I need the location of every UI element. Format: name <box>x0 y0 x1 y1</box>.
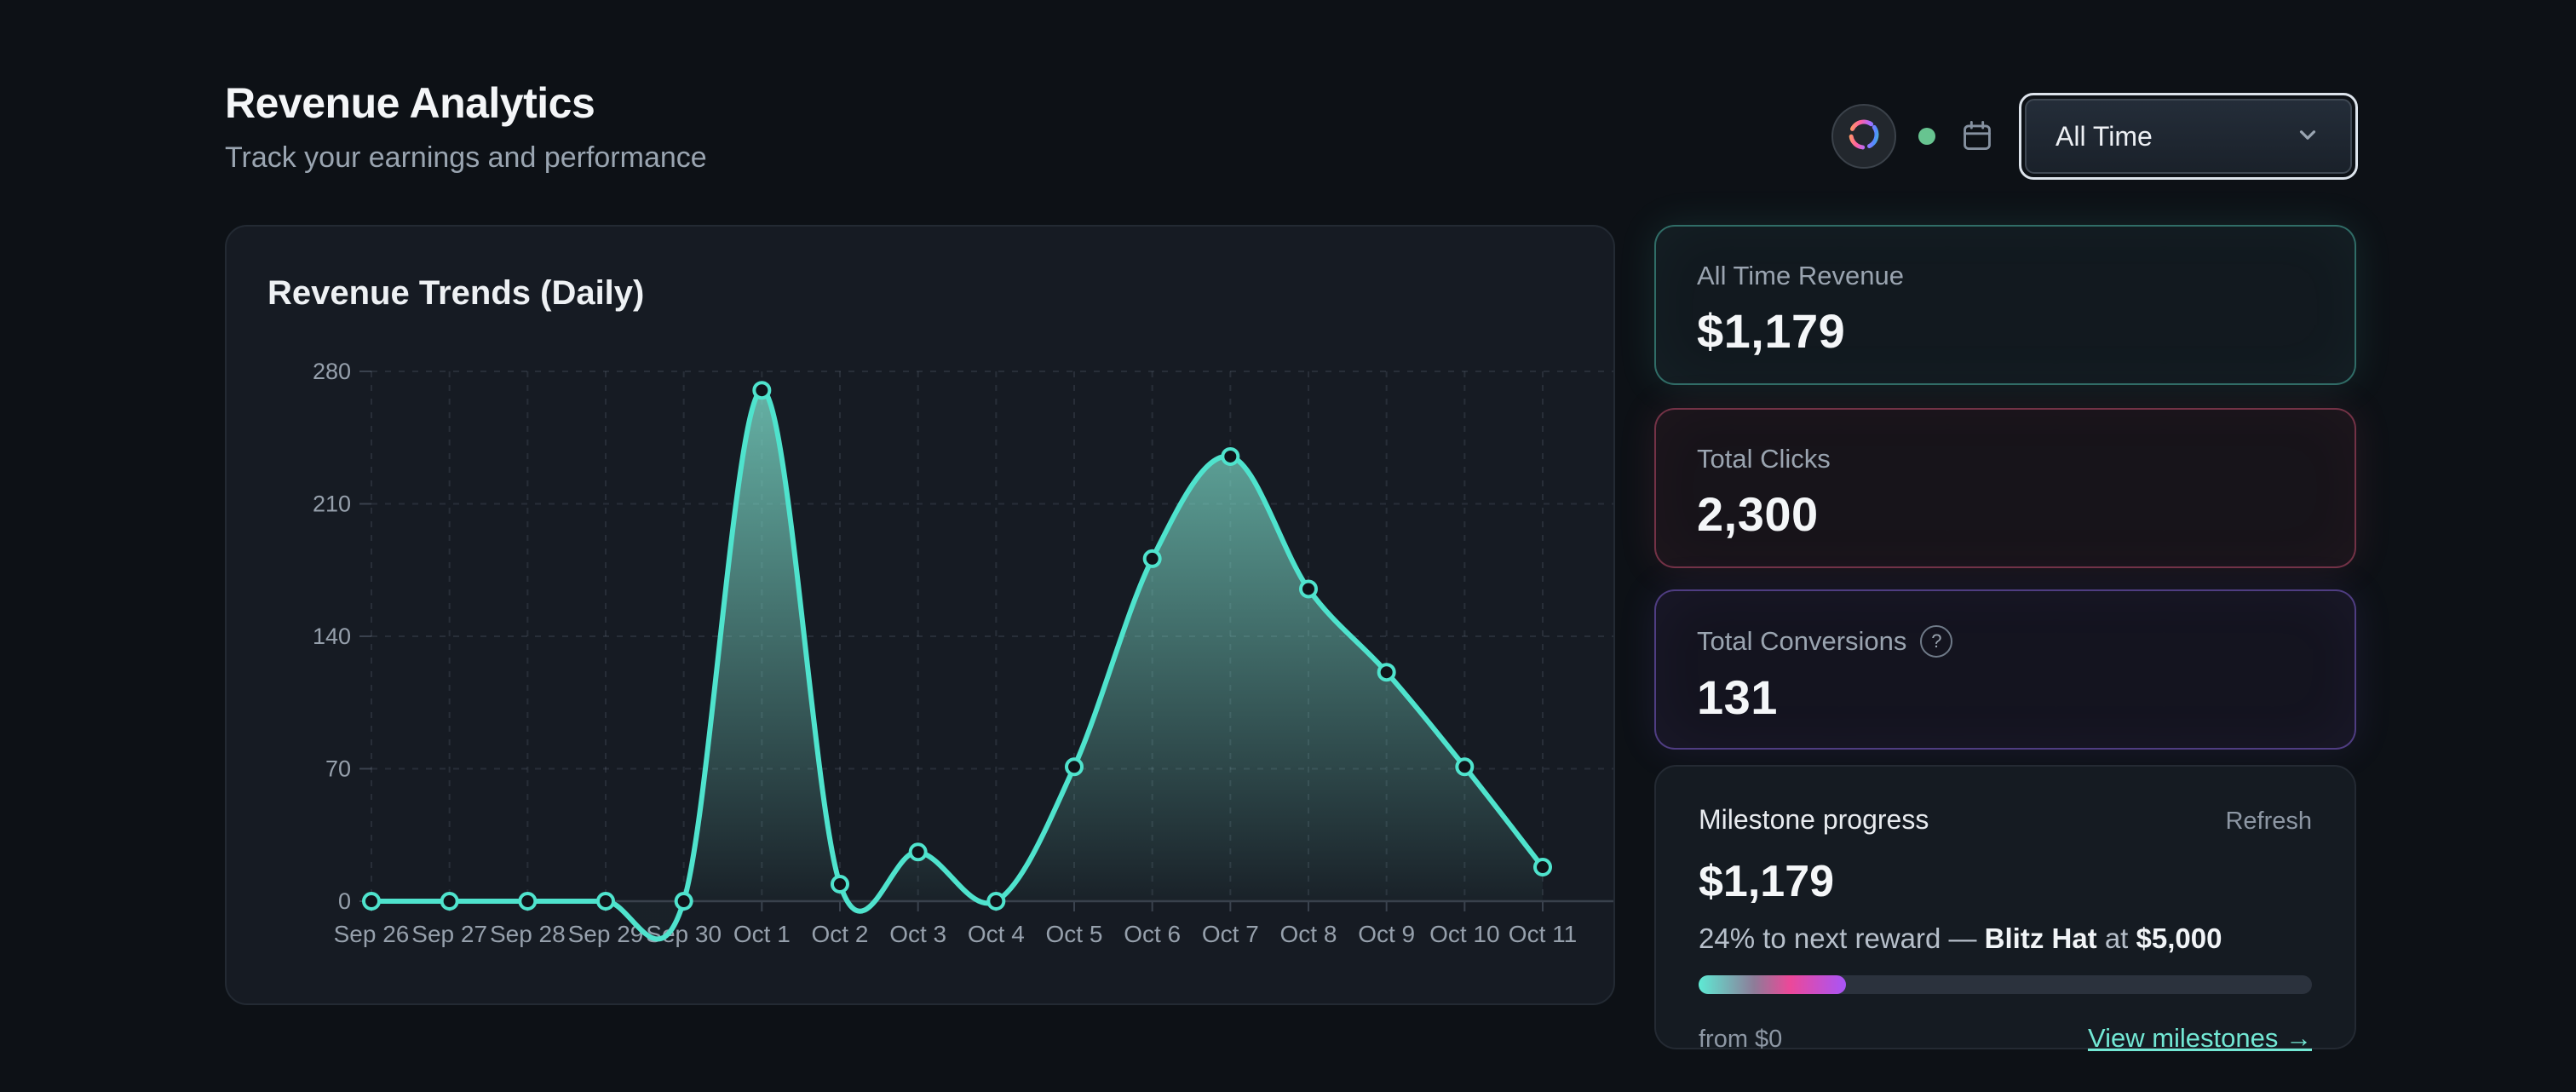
date-range-value: All Time <box>2056 120 2153 152</box>
svg-text:Oct 11: Oct 11 <box>1509 921 1577 947</box>
stat-card-all-time-revenue: All Time Revenue $1,179 <box>1654 225 2356 385</box>
svg-text:Oct 3: Oct 3 <box>889 921 946 947</box>
svg-text:Sep 28: Sep 28 <box>490 921 566 947</box>
milestone-from: from $0 <box>1699 1026 1783 1053</box>
view-milestones-link[interactable]: View milestones → <box>2087 1023 2312 1053</box>
page-header: Revenue Analytics Track your earnings an… <box>225 78 707 175</box>
svg-text:Oct 7: Oct 7 <box>1202 921 1259 947</box>
svg-text:Sep 27: Sep 27 <box>411 921 487 947</box>
stat-card-total-clicks: Total Clicks 2,300 <box>1654 408 2356 568</box>
svg-text:Sep 26: Sep 26 <box>334 921 410 947</box>
reward-name: Blitz Hat <box>1984 922 2097 954</box>
stat-value: 2,300 <box>1697 487 1819 541</box>
stat-value: $1,179 <box>1697 304 1846 358</box>
reward-amount: $5,000 <box>2136 922 2222 954</box>
milestone-title: Milestone progress <box>1699 804 1929 835</box>
progress-prefix: 24% to next reward — <box>1699 922 1985 954</box>
chevron-down-icon <box>2294 121 2321 152</box>
milestone-progress-text: 24% to next reward — Blitz Hat at $5,000 <box>1699 922 2312 955</box>
svg-text:Sep 29: Sep 29 <box>568 921 644 947</box>
svg-text:Oct 10: Oct 10 <box>1429 921 1499 947</box>
milestone-amount: $1,179 <box>1699 857 1835 906</box>
stat-label: Total Clicks <box>1697 444 1831 474</box>
svg-text:70: 70 <box>325 756 351 782</box>
milestone-progress-fill <box>1699 975 1846 994</box>
logo-ring-icon <box>1844 115 1883 158</box>
svg-text:Oct 2: Oct 2 <box>812 921 869 947</box>
svg-text:0: 0 <box>338 888 351 914</box>
revenue-trends-card: Revenue Trends (Daily) 0 70 140 210 280 Sep 2… <box>225 225 1615 1005</box>
calendar-icon <box>1960 118 1994 155</box>
progress-mid: at <box>2096 922 2136 954</box>
svg-text:210: 210 <box>313 491 351 517</box>
svg-text:Oct 1: Oct 1 <box>733 921 791 947</box>
stat-value: 131 <box>1697 670 1778 724</box>
milestone-progress-track <box>1699 975 2312 994</box>
header-controls: All Time <box>1831 92 2358 181</box>
page-subtitle: Track your earnings and performance <box>225 141 707 174</box>
milestone-card: Milestone progress Refresh $1,179 24% to… <box>1654 765 2356 1053</box>
help-icon[interactable]: ? <box>1920 625 1953 658</box>
status-dot <box>1918 128 1935 145</box>
refresh-button[interactable]: Refresh <box>2225 808 2312 835</box>
stat-card-total-conversions: Total Conversions ? 131 <box>1654 589 2356 750</box>
avatar[interactable] <box>1831 104 1896 169</box>
page-title: Revenue Analytics <box>225 79 595 127</box>
svg-text:Oct 4: Oct 4 <box>968 921 1025 947</box>
milestone-footer: from $0 View milestones → <box>1699 1023 2312 1054</box>
svg-text:Oct 8: Oct 8 <box>1280 921 1337 947</box>
stat-label-text: Total Conversions <box>1697 626 1907 656</box>
stat-label: Total Conversions ? <box>1697 591 2314 658</box>
svg-text:140: 140 <box>313 624 351 649</box>
svg-text:Oct 5: Oct 5 <box>1046 921 1103 947</box>
svg-text:Oct 6: Oct 6 <box>1124 921 1181 947</box>
milestone-header: Milestone progress Refresh <box>1699 767 2312 836</box>
date-range-select[interactable]: All Time <box>2025 99 2352 174</box>
svg-text:280: 280 <box>313 359 351 384</box>
stat-label: All Time Revenue <box>1697 261 1904 290</box>
date-range-focus-ring: All Time <box>2019 93 2358 180</box>
chart-title: Revenue Trends (Daily) <box>267 274 645 312</box>
calendar-button[interactable] <box>1958 117 1997 156</box>
svg-text:Oct 9: Oct 9 <box>1358 921 1415 947</box>
